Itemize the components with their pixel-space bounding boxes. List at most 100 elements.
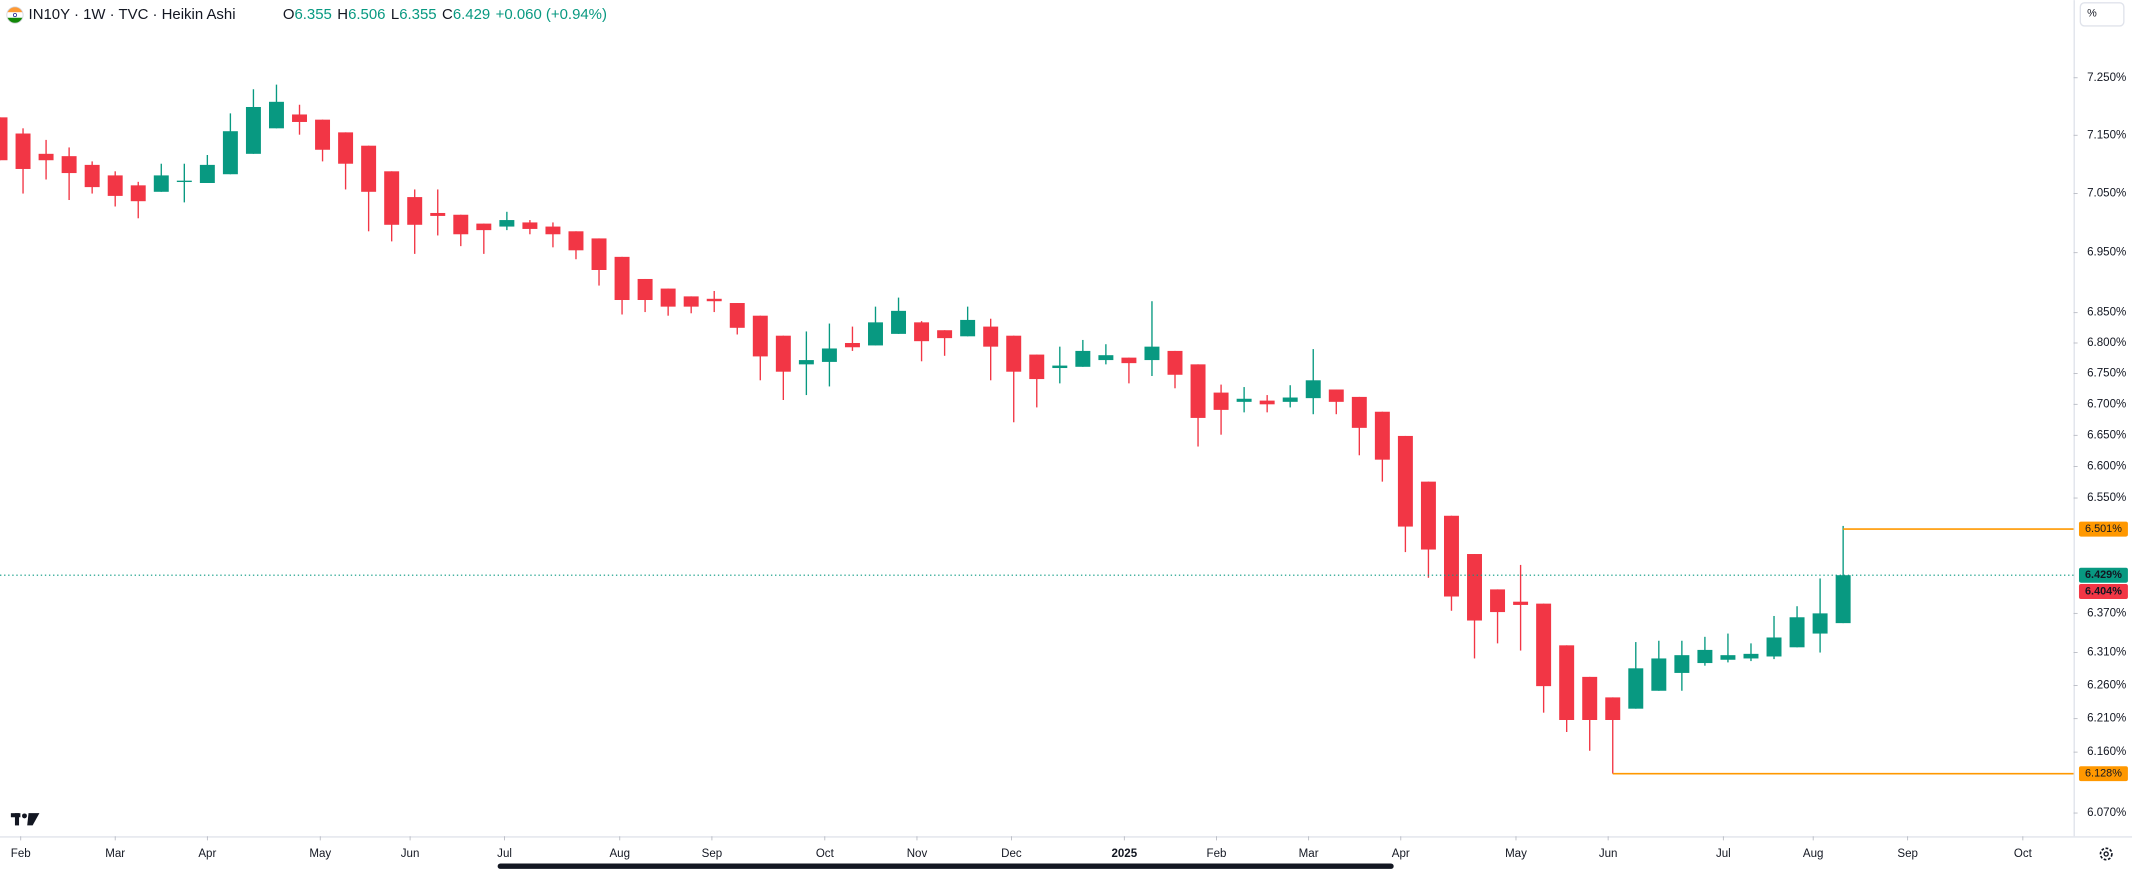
candle-body (268, 101, 284, 129)
legend-value: 6.429 (453, 6, 490, 23)
candle-body (292, 114, 307, 122)
y-tick-label: 7.150% (2087, 129, 2126, 141)
candle-body (914, 322, 930, 342)
candle-body (476, 223, 492, 231)
price-label: 6.128% (2085, 768, 2122, 780)
candle-body (361, 145, 377, 192)
candle-body (660, 288, 676, 307)
candle-body (1743, 653, 1759, 659)
percent-button[interactable]: % (2079, 2, 2125, 27)
settings-button[interactable] (2099, 847, 2113, 861)
candle-body (683, 296, 699, 307)
candle-body (983, 326, 999, 347)
x-tick-label: Feb (11, 848, 31, 860)
chart-title: IN10Y · 1W · TVC · Heikin Ashi (29, 6, 236, 23)
candle-body (1697, 649, 1713, 664)
x-tick-label: Jul (1716, 848, 1731, 860)
legend-key: C (442, 6, 453, 23)
y-tick-label: 6.600% (2087, 461, 2126, 473)
y-tick-label: 6.210% (2087, 713, 2126, 725)
candle-body (1812, 613, 1828, 634)
candle-body (1628, 668, 1644, 709)
candle-body (61, 156, 77, 174)
candle-body (1536, 603, 1552, 687)
candle-body (245, 106, 261, 154)
candle-body (1397, 435, 1413, 527)
x-tick-label: 2025 (1111, 848, 1137, 860)
candle-body (1559, 645, 1575, 720)
candle-body (868, 322, 883, 346)
price-label-box (2078, 521, 2128, 537)
y-tick-label: 6.370% (2087, 607, 2126, 619)
x-tick-label: Apr (198, 848, 216, 860)
legend-key: O (283, 6, 295, 23)
y-tick-label: 6.950% (2087, 247, 2126, 259)
candle-body (1490, 589, 1506, 613)
candle-body (1720, 655, 1736, 660)
candle-body (752, 315, 768, 357)
candle-body (1374, 411, 1390, 460)
price-label-box (2078, 584, 2128, 600)
candle-body (430, 212, 446, 216)
percent-button-label[interactable]: % (2087, 8, 2097, 20)
candle-body (844, 342, 860, 348)
candle-body (15, 133, 31, 169)
candle-body (1236, 398, 1252, 402)
candle-body (84, 164, 100, 188)
candle-body (338, 132, 354, 164)
candle-body (315, 119, 331, 150)
candle-body (453, 214, 469, 235)
x-tick-label: Apr (1392, 848, 1410, 860)
candle-body (591, 238, 607, 270)
y-tick-label: 6.260% (2087, 680, 2126, 692)
candle-body (38, 153, 54, 161)
candle-body (0, 117, 8, 161)
candle-body (222, 131, 238, 175)
y-tick-label: 6.650% (2087, 429, 2126, 441)
y-tick-label: 6.850% (2087, 307, 2126, 319)
candle-body (1282, 397, 1298, 402)
x-tick-label: Dec (1001, 848, 1022, 860)
candle-body (1006, 335, 1022, 372)
candle-body (775, 335, 791, 372)
legend-change: +0.060 (+0.94%) (496, 6, 607, 23)
y-tick-label: 6.700% (2087, 398, 2126, 410)
candle-body (522, 222, 538, 229)
candle-body (568, 231, 584, 251)
y-tick-label: 6.550% (2087, 492, 2126, 504)
x-tick-label: Sep (1897, 848, 1918, 860)
candle-body (937, 330, 953, 339)
candle-body (1835, 575, 1851, 624)
y-tick-label: 6.800% (2087, 337, 2126, 349)
flag-icon (6, 6, 24, 24)
y-tick-label: 6.750% (2087, 368, 2126, 380)
x-tick-label: Nov (907, 848, 928, 860)
x-tick-label: Aug (609, 848, 630, 860)
candle-body (1582, 676, 1598, 720)
legend-value: 6.355 (399, 6, 436, 23)
candle-body (384, 171, 400, 225)
legend-key: H (337, 6, 348, 23)
price-label: 6.501% (2085, 523, 2122, 535)
candle-body (1144, 346, 1160, 361)
candle-body (153, 175, 169, 192)
percent-button-box[interactable] (2079, 2, 2125, 27)
candle-body (130, 185, 146, 202)
candle-body (637, 278, 653, 301)
x-tick-label: Sep (702, 848, 723, 860)
x-tick-label: Jun (401, 848, 420, 860)
candle-body (1121, 357, 1137, 364)
price-label-box (2078, 766, 2128, 782)
candle-body (891, 310, 907, 334)
candle-body (1305, 380, 1321, 399)
tradingview-logo (10, 813, 40, 826)
candle-body (798, 360, 814, 365)
x-tick-label: Mar (105, 848, 125, 860)
candle-body (1674, 655, 1690, 673)
candle-body (706, 298, 722, 302)
candle-body (1029, 354, 1045, 380)
x-tick-label: Oct (2014, 848, 2033, 860)
scrollbar[interactable] (497, 863, 1394, 869)
